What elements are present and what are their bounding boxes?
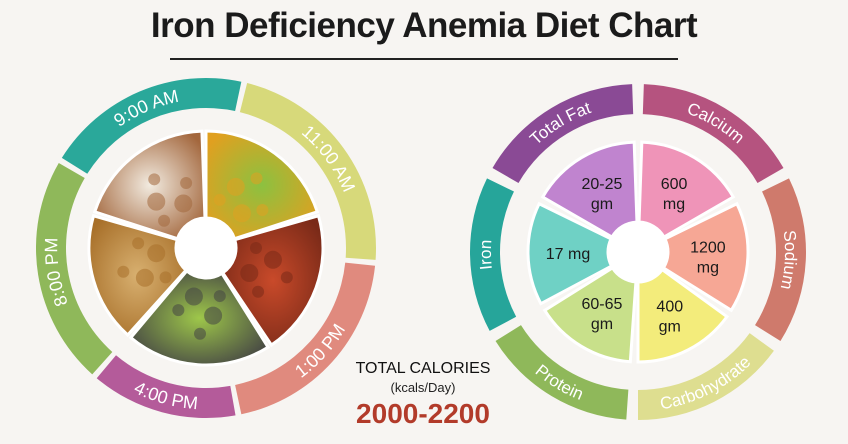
food-detail (135, 268, 154, 287)
wheel-center (176, 218, 236, 278)
meal-time-segment (96, 355, 236, 418)
food-detail (280, 271, 293, 284)
nutrient-value: 60-65 (581, 296, 622, 313)
food-detail (132, 237, 145, 250)
food-detail (194, 327, 207, 340)
food-detail (226, 177, 245, 196)
food-detail (252, 285, 265, 298)
food-detail (117, 265, 130, 278)
food-detail (158, 214, 171, 227)
nutrient-unit: gm (659, 318, 681, 335)
nutrient-segment (755, 178, 806, 342)
total-calories-label: TOTAL CALORIES (355, 360, 491, 377)
meal-time-segment (235, 262, 376, 415)
total-calories-value: 2000-2200 (356, 398, 490, 429)
nutrient-unit: mg (663, 196, 685, 213)
nutrient-segment (495, 325, 629, 420)
page-title: Iron Deficiency Anemia Diet Chart (150, 6, 698, 45)
wheel-center (608, 222, 668, 282)
nutrient-value: 1200 (690, 240, 726, 257)
food-detail (213, 290, 226, 303)
nutrient-value: 17 mg (546, 246, 590, 263)
title-underline (170, 58, 678, 60)
food-detail (263, 250, 282, 269)
food-detail (148, 173, 161, 186)
food-detail (250, 172, 263, 185)
nutrient-value: 400 (656, 298, 683, 315)
meal-time-segment (35, 163, 113, 375)
food-detail (172, 304, 185, 317)
nutrient-unit: gm (591, 316, 613, 333)
food-detail (232, 204, 251, 223)
nutrient-unit: mg (697, 260, 719, 277)
nutrient-segment (492, 84, 634, 183)
nutrient-unit: gm (591, 196, 613, 213)
food-detail (256, 203, 269, 216)
nutrient-value: 600 (661, 176, 688, 193)
food-detail (250, 242, 262, 254)
nutrient-segment (470, 178, 517, 331)
total-calories-unit: (kcals/Day) (390, 380, 456, 395)
nutrient-value: 20-25 (581, 176, 622, 193)
food-detail (159, 271, 172, 284)
food-detail (213, 193, 226, 206)
food-detail (184, 287, 203, 306)
food-detail (147, 192, 166, 211)
food-detail (174, 194, 193, 213)
food-detail (204, 306, 223, 325)
nutrient-label: Iron (476, 239, 496, 271)
food-detail (147, 244, 166, 263)
meal-time-segment (239, 83, 376, 260)
nutrient-segment (642, 84, 784, 183)
nutrient-segment (638, 333, 774, 420)
meal-time-segment (61, 77, 242, 174)
food-detail (240, 264, 259, 282)
food-detail (180, 176, 193, 189)
